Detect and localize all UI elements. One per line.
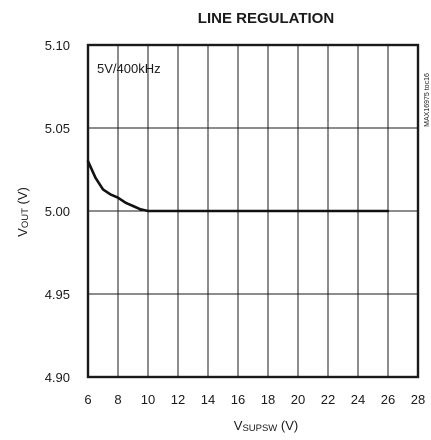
x-axis-label-unit: (V) [277, 418, 298, 433]
x-axis-label: VSUPSW (V) [234, 418, 298, 434]
x-tick-label: 12 [171, 392, 185, 407]
figure-code: MAX16975 toc16 [424, 73, 431, 127]
x-tick-label: 20 [291, 392, 305, 407]
x-tick-label: 6 [84, 392, 91, 407]
x-tick-label: 26 [381, 392, 395, 407]
x-tick-label: 28 [411, 392, 425, 407]
x-axis-label-main: V [234, 418, 243, 433]
y-tick-label: 5.10 [45, 38, 70, 53]
y-tick-label: 5.05 [45, 121, 70, 136]
x-tick-label: 18 [261, 392, 275, 407]
x-tick-label: 8 [114, 392, 121, 407]
x-tick-label: 16 [231, 392, 245, 407]
x-tick-labels: 6 8 10 12 14 16 18 20 22 24 26 28 [84, 392, 425, 407]
data-series [86, 159, 390, 213]
plot-frame [86, 43, 420, 379]
x-tick-label: 10 [141, 392, 155, 407]
x-axis-label-sub: SUPSW [242, 423, 277, 434]
y-axis-label: VOUT (V) [15, 187, 31, 237]
x-tick-label: 24 [351, 392, 365, 407]
y-axis-label-unit: (V) [15, 187, 30, 208]
chart-title: LINE REGULATION [198, 10, 334, 27]
y-tick-label: 4.95 [45, 287, 70, 302]
y-tick-label: 5.00 [45, 204, 70, 219]
series-line [86, 159, 390, 213]
y-axis-label-main: V [15, 228, 30, 237]
y-axis-label-sub: OUT [20, 208, 31, 228]
y-tick-labels: 4.90 4.95 5.00 5.05 5.10 [45, 38, 70, 385]
condition-annotation: 5V/400kHz [97, 61, 161, 76]
y-tick-label: 4.90 [45, 370, 70, 385]
x-tick-label: 22 [321, 392, 335, 407]
x-tick-label: 14 [201, 392, 215, 407]
